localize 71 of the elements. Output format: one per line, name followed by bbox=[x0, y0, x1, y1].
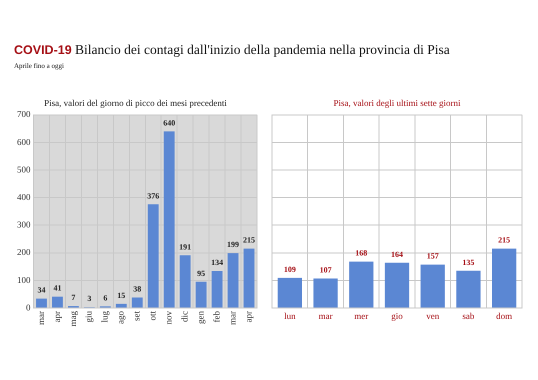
bar bbox=[164, 131, 175, 308]
x-tick-label: mar bbox=[318, 310, 333, 321]
text: COVID-19 Bilancio dei contagi dall'inizio della pandemia nella provincia di Pisa bbox=[14, 42, 450, 57]
x-tick-label: dic bbox=[180, 311, 190, 322]
bar bbox=[52, 296, 63, 308]
x-tick-label: lug bbox=[100, 310, 110, 323]
data-label: 215 bbox=[243, 236, 256, 245]
x-tick-label: apr bbox=[243, 311, 254, 322]
y-tick-label: 200 bbox=[17, 247, 31, 258]
data-label: 215 bbox=[498, 236, 510, 245]
chart-title: Pisa, valori del giorno di picco dei mesi precedenti bbox=[44, 98, 228, 108]
x-tick-label: ago bbox=[116, 310, 126, 324]
data-label: 6 bbox=[103, 293, 108, 302]
data-label: 376 bbox=[147, 191, 160, 200]
y-tick-label: 500 bbox=[17, 164, 31, 174]
x-tick-label: nov bbox=[164, 310, 174, 324]
y-tick-label: 100 bbox=[17, 274, 31, 285]
bar bbox=[420, 264, 445, 308]
bar bbox=[349, 262, 374, 308]
x-tick-label: mar bbox=[36, 311, 46, 325]
bar bbox=[492, 248, 516, 308]
x-tick-label: dom bbox=[496, 310, 512, 321]
x-tick-label: apr bbox=[52, 311, 62, 322]
x-tick-label: set bbox=[132, 310, 142, 321]
bar bbox=[36, 298, 47, 308]
bar bbox=[278, 278, 302, 308]
bar bbox=[228, 253, 238, 308]
data-label: 38 bbox=[133, 284, 142, 294]
data-label: 134 bbox=[211, 258, 224, 268]
bar bbox=[456, 270, 481, 308]
bar bbox=[384, 262, 410, 308]
bar bbox=[180, 255, 191, 308]
data-label: 135 bbox=[462, 258, 474, 267]
x-tick-label: mag bbox=[68, 310, 78, 326]
y-tick-label: 600 bbox=[17, 136, 31, 147]
bar bbox=[116, 304, 127, 308]
bar bbox=[313, 278, 338, 308]
x-tick-label: ott bbox=[148, 310, 158, 321]
x-tick-label: lun bbox=[284, 310, 296, 321]
x-tick-label: sab bbox=[462, 310, 475, 321]
data-label: 107 bbox=[320, 266, 332, 275]
bar bbox=[212, 271, 223, 308]
data-label: 3 bbox=[87, 294, 92, 304]
y-tick-label: 0 bbox=[26, 302, 31, 312]
chart-title: Pisa, valori degli ultimi sette giorni bbox=[334, 98, 461, 108]
data-label: 199 bbox=[227, 240, 240, 250]
bar bbox=[196, 282, 207, 308]
bar bbox=[148, 204, 159, 308]
data-label: 41 bbox=[53, 284, 62, 293]
x-tick-label: ven bbox=[426, 310, 440, 321]
data-label: 640 bbox=[163, 118, 176, 128]
bar bbox=[132, 298, 143, 308]
x-tick-label: feb bbox=[211, 310, 222, 322]
x-tick-label: mer bbox=[354, 310, 368, 321]
data-label: 168 bbox=[355, 248, 368, 258]
y-tick-label: 700 bbox=[17, 109, 31, 120]
x-tick-label: mar bbox=[227, 311, 238, 325]
y-tick-label: 400 bbox=[17, 192, 31, 202]
data-label: 157 bbox=[426, 252, 439, 261]
data-label: 15 bbox=[117, 290, 126, 300]
data-label: 7 bbox=[71, 293, 76, 302]
data-label: 164 bbox=[391, 250, 403, 259]
x-tick-label: gio bbox=[391, 310, 404, 321]
x-tick-label: giu bbox=[84, 310, 94, 323]
data-label: 109 bbox=[284, 264, 296, 274]
data-label: 34 bbox=[37, 286, 46, 295]
bar bbox=[244, 248, 254, 308]
data-label: 95 bbox=[197, 268, 206, 278]
y-tick-label: 300 bbox=[17, 220, 31, 230]
data-label: 191 bbox=[179, 242, 192, 252]
x-tick-label: gen bbox=[195, 310, 206, 324]
